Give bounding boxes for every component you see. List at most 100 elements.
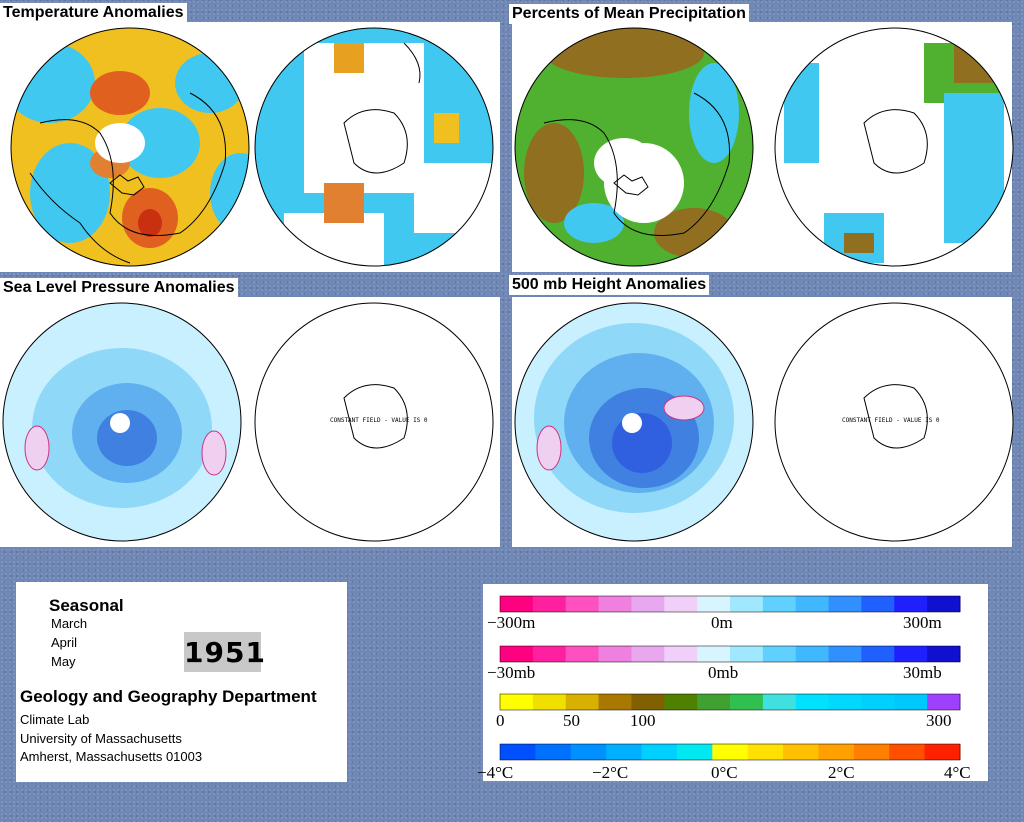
height500-panel: CONSTANT FIELD - VALUE IS 0 [512,297,1014,547]
temp-legend-2: 2°C [828,763,855,782]
temp-legend-swatch [924,744,961,760]
height-legend-swatch [828,596,862,612]
pressure-legend-swatch [565,646,600,662]
precipitation-panel [512,22,1014,272]
legend-box: −300m 0m 300m −30mb 0mb 30mb 0 50 100 30… [477,584,988,782]
pressure-legend-swatch [500,646,534,662]
period-label: Seasonal [49,596,124,615]
temp-legend-swatch [747,744,784,760]
pressure-legend-swatch [532,646,567,662]
pressure-legend-swatch [894,646,928,662]
precipitation-title: Percents of Mean Precipitation [509,4,749,24]
height-legend-swatch [762,596,797,612]
height-legend-swatch [861,596,895,612]
temp-legend-0: 0°C [711,763,738,782]
height-legend-frame [499,595,961,613]
university-label: University of Massachusetts [20,731,182,746]
pressure-legend-swatch [697,646,731,662]
pressure-legend-min: −30mb [487,663,536,682]
precip-legend-0: 0 [496,711,505,730]
pressure-legend-swatch [828,646,862,662]
temp-legend-swatch [570,744,607,760]
pressure-legend-swatch [631,646,665,662]
precip-legend-swatch [565,694,600,710]
department-label: Geology and Geography Department [20,687,317,706]
height-legend-swatch [500,596,534,612]
year-display: 1951 [184,632,265,672]
temp-legend-swatch [500,744,536,760]
precip-legend-swatch [861,694,895,710]
height-legend-swatch [730,596,764,612]
temperature-nh-globe [10,23,250,271]
slp-nh-globe [2,298,242,546]
info-box: Seasonal March April May 1951 Geology an… [16,582,347,782]
precip-legend-swatch [894,694,928,710]
pressure-legend-mid: 0mb [708,663,739,682]
month-1: March [51,616,88,631]
precip-legend-frame [499,693,961,711]
precip-legend-swatch [762,694,797,710]
height-legend-min: −300m [487,613,536,632]
precip-legend-100: 100 [630,711,656,730]
precip-legend-swatch [795,694,830,710]
height-legend-swatch [795,596,830,612]
temp-legend-swatch [641,744,678,760]
month-2: April [51,635,78,650]
temperature-panel [0,22,500,272]
height500-title: 500 mb Height Anomalies [509,275,710,295]
temp-legend-swatch [818,744,855,760]
height-legend-mid: 0m [711,613,733,632]
height-legend-swatch [565,596,600,612]
slp-panel: CONSTANT FIELD - VALUE IS 0 [0,297,500,547]
slp-constant-field-label: CONSTANT FIELD - VALUE IS 0 [330,417,428,424]
temp-legend-swatch [712,744,749,760]
precip-legend-300: 300 [926,711,952,730]
precip-legend-swatch [631,694,665,710]
height-legend-swatch [598,596,632,612]
temp-legend-swatch [606,744,643,760]
height-legend-swatch [532,596,567,612]
height500-constant-field-label: CONSTANT FIELD - VALUE IS 0 [842,417,940,424]
precip-legend-swatch [598,694,632,710]
slp-sh-globe [254,298,494,546]
temp-legend-swatch [853,744,890,760]
height-legend-swatch [631,596,665,612]
precipitation-nh-globe [514,23,754,271]
height-legend-swatch [894,596,928,612]
precip-legend-swatch [730,694,764,710]
month-3: May [51,654,76,669]
precip-legend-swatch [927,694,961,710]
pressure-legend-swatch [927,646,961,662]
pressure-legend-swatch [795,646,830,662]
legend-bars [499,595,961,761]
temp-legend-swatch [676,744,713,760]
precip-legend-swatch [532,694,567,710]
height-legend-swatch [664,596,698,612]
height-legend-swatch [927,596,961,612]
temp-legend-swatch [889,744,926,760]
pressure-legend-swatch [730,646,764,662]
address-label: Amherst, Massachusetts 01003 [20,749,203,764]
pressure-legend-max: 30mb [903,663,942,682]
precip-legend-swatch [500,694,534,710]
precip-legend-swatch [664,694,698,710]
temp-legend-m2: −2°C [592,763,629,782]
temperature-title: Temperature Anomalies [0,3,187,23]
height-legend-swatch [697,596,731,612]
precipitation-sh-globe [774,23,1014,271]
pressure-legend-swatch [762,646,797,662]
temperature-sh-globe [254,23,494,271]
pressure-legend-swatch [861,646,895,662]
temp-legend-m4: −4°C [477,763,514,782]
precip-legend-swatch [828,694,862,710]
pressure-legend-frame [499,645,961,663]
height500-sh-globe [774,298,1014,546]
temp-legend-4: 4°C [944,763,971,782]
height-legend-max: 300m [903,613,942,632]
temp-legend-swatch [783,744,819,760]
temp-legend-swatch [535,744,572,760]
precip-legend-50: 50 [563,711,580,730]
precip-legend-swatch [697,694,731,710]
pressure-legend-swatch [598,646,632,662]
slp-title: Sea Level Pressure Anomalies [0,278,238,298]
